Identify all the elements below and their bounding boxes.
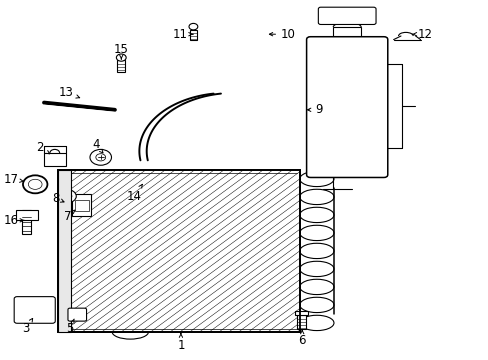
Bar — [58, 170, 71, 332]
Circle shape — [59, 190, 76, 203]
Text: 10: 10 — [269, 28, 295, 41]
Text: 3: 3 — [22, 318, 33, 335]
FancyBboxPatch shape — [14, 297, 55, 323]
Circle shape — [23, 175, 47, 193]
Circle shape — [96, 154, 105, 161]
Bar — [58, 170, 299, 332]
Bar — [295, 311, 307, 315]
Text: 5: 5 — [66, 319, 74, 335]
Text: 2: 2 — [36, 141, 49, 154]
Bar — [58, 170, 299, 332]
Circle shape — [90, 149, 111, 165]
Bar — [189, 30, 197, 40]
Bar — [117, 60, 125, 72]
Text: 8: 8 — [52, 192, 64, 205]
Bar — [44, 153, 66, 166]
Text: 16: 16 — [3, 214, 24, 227]
Text: 4: 4 — [92, 138, 103, 153]
Bar — [75, 200, 88, 211]
Bar — [22, 210, 31, 234]
Text: 14: 14 — [127, 184, 142, 203]
Bar — [72, 194, 91, 216]
Text: 6: 6 — [298, 330, 305, 347]
Circle shape — [28, 179, 42, 189]
Bar — [333, 27, 360, 40]
Circle shape — [116, 54, 126, 61]
Circle shape — [73, 312, 81, 318]
Text: 11: 11 — [172, 28, 193, 41]
Bar — [16, 210, 38, 220]
Text: 7: 7 — [63, 210, 75, 222]
Text: 12: 12 — [411, 28, 432, 41]
Text: 15: 15 — [114, 43, 128, 59]
Circle shape — [188, 23, 197, 30]
Text: 13: 13 — [59, 86, 80, 99]
Circle shape — [63, 193, 72, 199]
Text: 9: 9 — [307, 103, 322, 116]
FancyBboxPatch shape — [68, 308, 86, 321]
Text: 1: 1 — [177, 333, 184, 352]
Bar — [297, 315, 305, 329]
FancyBboxPatch shape — [306, 37, 387, 177]
Text: 17: 17 — [3, 173, 24, 186]
FancyBboxPatch shape — [318, 7, 375, 24]
